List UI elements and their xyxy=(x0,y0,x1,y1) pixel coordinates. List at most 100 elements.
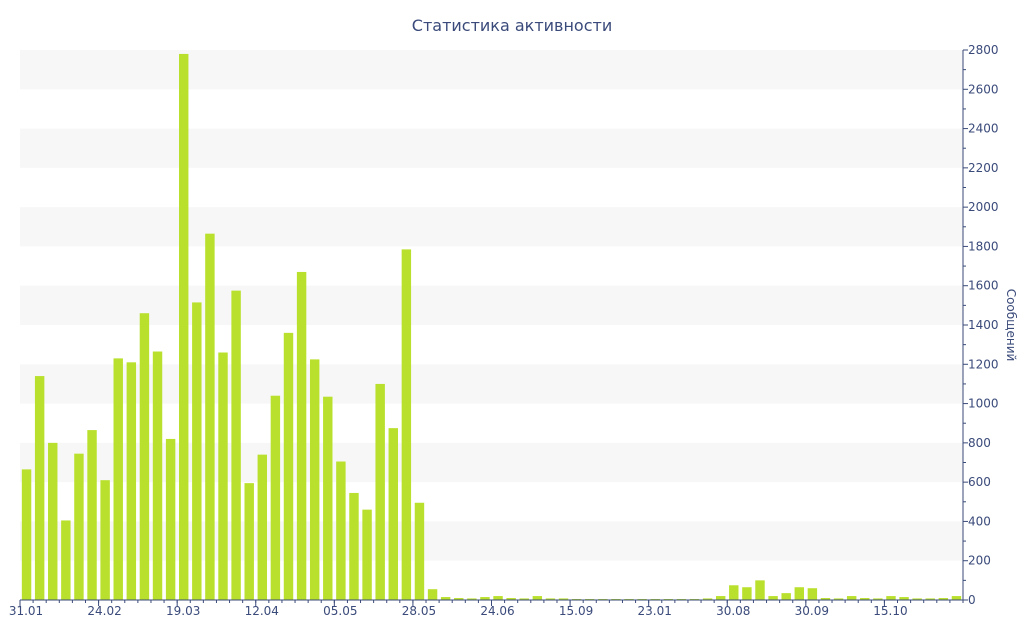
x-tick-label: 15.09 xyxy=(559,604,593,618)
bar xyxy=(755,580,765,600)
bar xyxy=(192,302,202,600)
grid-band xyxy=(20,50,963,90)
y-tick-label: 2600 xyxy=(968,82,999,96)
bar xyxy=(362,509,372,600)
bar xyxy=(480,597,490,600)
y-axis-label: Сообщений xyxy=(1004,289,1018,362)
bar xyxy=(34,376,45,600)
bar xyxy=(323,396,333,600)
x-tick-label: 30.09 xyxy=(795,604,829,618)
bar xyxy=(807,588,818,600)
bar xyxy=(388,428,398,601)
bar xyxy=(205,233,215,600)
y-tick-label: 1200 xyxy=(968,357,999,371)
bar xyxy=(440,597,451,600)
y-tick-label: 1600 xyxy=(968,279,999,293)
bar xyxy=(401,249,412,601)
y-tick-label: 1400 xyxy=(968,318,999,332)
y-tick-label: 2000 xyxy=(968,200,999,214)
bar xyxy=(218,352,228,600)
bar xyxy=(244,483,254,601)
bar xyxy=(427,589,438,600)
bar xyxy=(493,596,503,600)
y-tick-label: 0 xyxy=(968,593,976,607)
bar xyxy=(113,358,123,600)
grid-bands xyxy=(20,50,963,561)
bar xyxy=(270,395,281,600)
bar xyxy=(283,332,294,600)
bar xyxy=(296,271,307,600)
bar xyxy=(100,480,110,600)
bar xyxy=(309,359,320,601)
grid-band xyxy=(20,442,963,483)
bar xyxy=(231,290,241,601)
chart-title: Статистика активности xyxy=(412,16,612,35)
bar xyxy=(794,587,804,600)
bar xyxy=(833,598,844,600)
grid-band xyxy=(20,521,963,561)
bar xyxy=(702,598,713,600)
y-tick-label: 2800 xyxy=(968,43,999,57)
y-axis: 0 200 400 600 800 1000 1200 1400 1600 1800 2000 220… xyxy=(962,43,999,607)
bar xyxy=(532,596,543,600)
bar xyxy=(951,596,962,600)
bar xyxy=(74,453,84,600)
bar xyxy=(860,598,870,600)
bar xyxy=(899,597,909,600)
bar xyxy=(61,520,71,600)
bar xyxy=(715,596,726,600)
bar xyxy=(414,502,425,600)
bar xyxy=(558,598,569,600)
bar xyxy=(126,362,137,600)
x-tick-label: 05.05 xyxy=(323,604,357,618)
bar xyxy=(336,461,346,600)
x-tick-label: 19.03 xyxy=(166,604,200,618)
x-tick-label: 31.01 xyxy=(9,604,43,618)
bar xyxy=(768,596,778,600)
bar xyxy=(912,598,922,600)
bar xyxy=(519,598,529,600)
bar xyxy=(873,598,883,600)
bar xyxy=(21,469,32,601)
bar xyxy=(48,442,58,600)
x-axis: 31.01 24.02 19.03 12.04 05.05 28.05 24.06 15.09… xyxy=(9,599,964,618)
bar xyxy=(846,596,857,600)
grid-band xyxy=(20,364,963,404)
x-tick-label: 24.02 xyxy=(87,604,121,618)
bar xyxy=(886,596,896,600)
grid-band xyxy=(20,285,963,325)
grid-band xyxy=(20,207,963,247)
y-tick-label: 200 xyxy=(968,554,991,568)
grid-band xyxy=(20,128,963,168)
bar xyxy=(820,598,831,600)
bar xyxy=(257,454,268,600)
x-tick-label: 12.04 xyxy=(245,604,279,618)
bar xyxy=(938,598,949,600)
y-tick-label: 2200 xyxy=(968,161,999,175)
x-tick-label: 24.06 xyxy=(480,604,514,618)
x-tick-label: 28.05 xyxy=(402,604,436,618)
bars-group xyxy=(21,53,962,601)
y-tick-label: 600 xyxy=(968,475,991,489)
bar xyxy=(729,585,739,600)
bar xyxy=(781,593,791,601)
bar xyxy=(742,587,752,600)
y-tick-label: 400 xyxy=(968,514,991,528)
bar xyxy=(349,492,359,600)
bar xyxy=(179,53,189,601)
y-tick-label: 1000 xyxy=(968,397,999,411)
bar xyxy=(545,598,556,600)
y-tick-label: 800 xyxy=(968,436,991,450)
x-tick-label: 30.08 xyxy=(716,604,750,618)
x-tick-label: 23.01 xyxy=(637,604,671,618)
bar xyxy=(165,438,176,600)
bar xyxy=(152,351,163,600)
bar xyxy=(139,313,150,600)
bar xyxy=(454,598,464,600)
bar xyxy=(506,598,516,600)
y-tick-label: 1800 xyxy=(968,239,999,253)
bar xyxy=(375,383,385,600)
bar xyxy=(467,598,477,600)
